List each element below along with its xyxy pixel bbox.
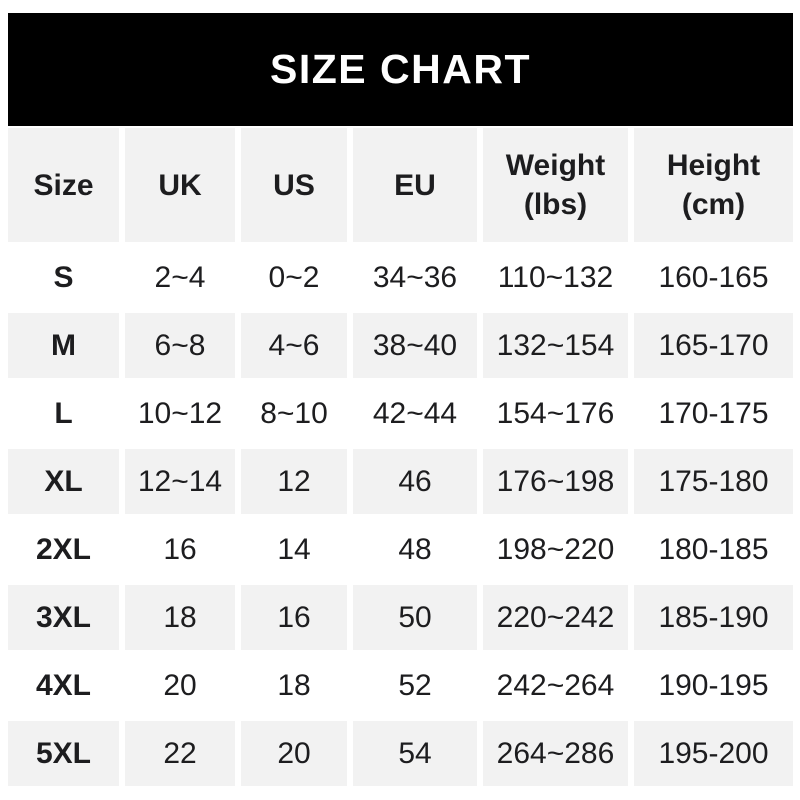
uk-value: 6~8 — [125, 313, 235, 378]
height-value: 185-190 — [634, 585, 793, 650]
eu-value: 48 — [353, 517, 477, 582]
us-value: 20 — [241, 721, 347, 786]
uk-value: 22 — [125, 721, 235, 786]
us-value: 12 — [241, 449, 347, 514]
us-value: 14 — [241, 517, 347, 582]
table-row-s: S 2~4 0~2 34~36 110~132 160-165 — [8, 245, 793, 310]
eu-value: 52 — [353, 653, 477, 718]
column-header-uk: UK — [125, 128, 235, 242]
table-header-row: Size UK US EU Weight (lbs) Height (cm) — [8, 128, 793, 242]
height-value: 170-175 — [634, 381, 793, 446]
size-label: L — [8, 381, 119, 446]
weight-value: 220~242 — [483, 585, 628, 650]
height-value: 160-165 — [634, 245, 793, 310]
height-value: 195-200 — [634, 721, 793, 786]
size-label: 3XL — [8, 585, 119, 650]
uk-value: 18 — [125, 585, 235, 650]
height-value: 165-170 — [634, 313, 793, 378]
table-row-3xl: 3XL 18 16 50 220~242 185-190 — [8, 585, 793, 650]
us-value: 4~6 — [241, 313, 347, 378]
height-value: 190-195 — [634, 653, 793, 718]
table-row-xl: XL 12~14 12 46 176~198 175-180 — [8, 449, 793, 514]
column-header-us: US — [241, 128, 347, 242]
uk-value: 2~4 — [125, 245, 235, 310]
height-value: 180-185 — [634, 517, 793, 582]
height-value: 175-180 — [634, 449, 793, 514]
table-row-l: L 10~12 8~10 42~44 154~176 170-175 — [8, 381, 793, 446]
eu-value: 34~36 — [353, 245, 477, 310]
eu-value: 38~40 — [353, 313, 477, 378]
column-header-eu: EU — [353, 128, 477, 242]
size-label: M — [8, 313, 119, 378]
weight-value: 242~264 — [483, 653, 628, 718]
table-row-5xl: 5XL 22 20 54 264~286 195-200 — [8, 721, 793, 786]
uk-value: 12~14 — [125, 449, 235, 514]
size-label: XL — [8, 449, 119, 514]
size-label: 5XL — [8, 721, 119, 786]
size-table-container: Size UK US EU Weight (lbs) Height (cm) S… — [2, 125, 799, 789]
us-value: 8~10 — [241, 381, 347, 446]
eu-value: 50 — [353, 585, 477, 650]
size-label: 2XL — [8, 517, 119, 582]
table-row-4xl: 4XL 20 18 52 242~264 190-195 — [8, 653, 793, 718]
uk-value: 16 — [125, 517, 235, 582]
eu-value: 54 — [353, 721, 477, 786]
us-value: 18 — [241, 653, 347, 718]
us-value: 0~2 — [241, 245, 347, 310]
weight-value: 198~220 — [483, 517, 628, 582]
weight-value: 264~286 — [483, 721, 628, 786]
uk-value: 10~12 — [125, 381, 235, 446]
eu-value: 42~44 — [353, 381, 477, 446]
weight-value: 176~198 — [483, 449, 628, 514]
page-title: SIZE CHART — [270, 46, 531, 92]
size-label: 4XL — [8, 653, 119, 718]
table-row-2xl: 2XL 16 14 48 198~220 180-185 — [8, 517, 793, 582]
table-row-m: M 6~8 4~6 38~40 132~154 165-170 — [8, 313, 793, 378]
size-label: S — [8, 245, 119, 310]
weight-value: 154~176 — [483, 381, 628, 446]
us-value: 16 — [241, 585, 347, 650]
uk-value: 20 — [125, 653, 235, 718]
size-table: Size UK US EU Weight (lbs) Height (cm) S… — [2, 125, 799, 789]
title-banner: SIZE CHART — [8, 13, 793, 126]
eu-value: 46 — [353, 449, 477, 514]
weight-value: 110~132 — [483, 245, 628, 310]
column-header-height: Height (cm) — [634, 128, 793, 242]
column-header-weight: Weight (lbs) — [483, 128, 628, 242]
column-header-size: Size — [8, 128, 119, 242]
weight-value: 132~154 — [483, 313, 628, 378]
